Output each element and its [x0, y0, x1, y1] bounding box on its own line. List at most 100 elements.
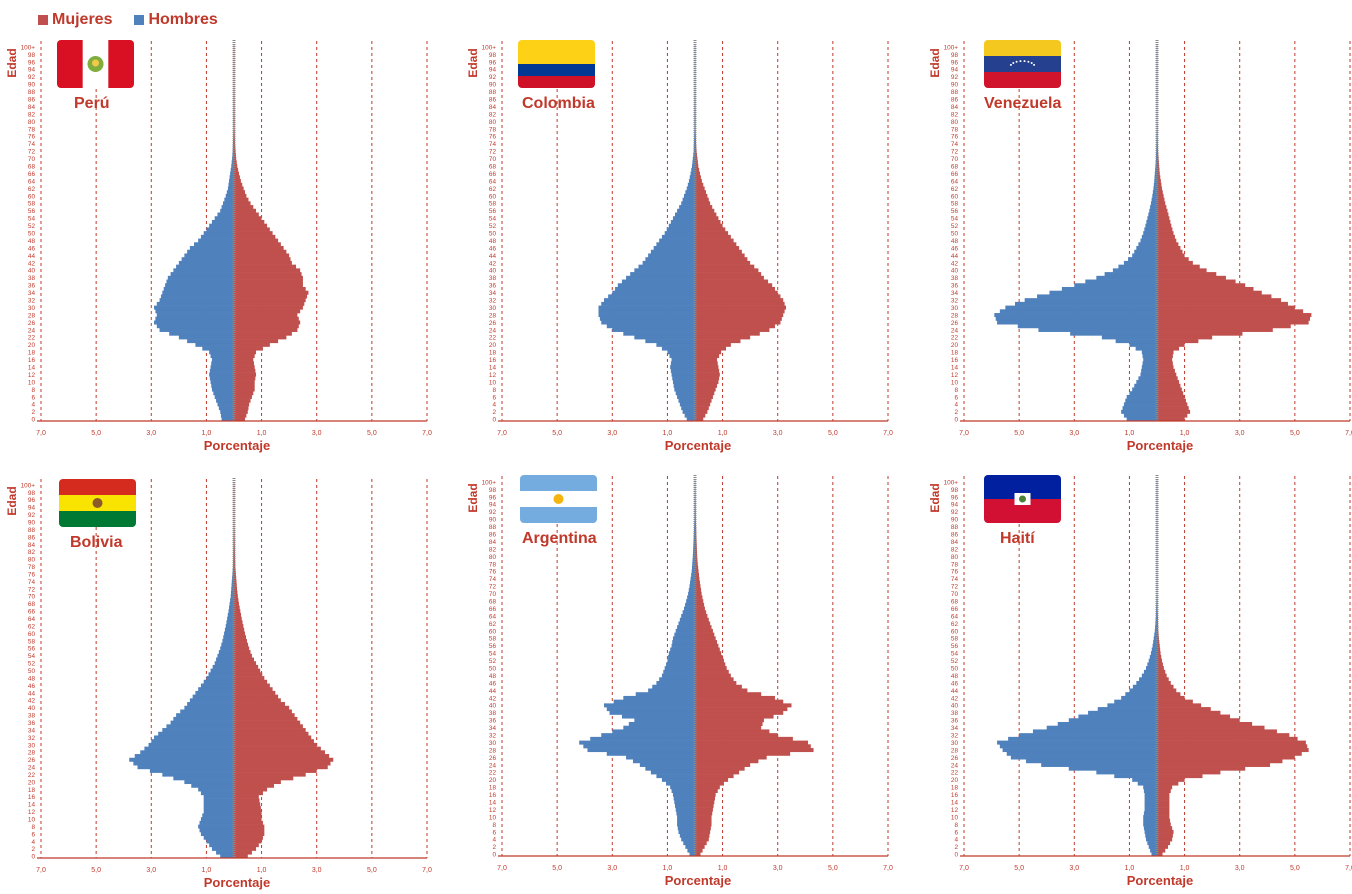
y-tick-label: 64: [951, 613, 959, 620]
bar-mujeres: [234, 531, 235, 536]
y-tick-label: 34: [489, 725, 497, 732]
bar-mujeres: [1157, 227, 1173, 232]
bar-hombres: [691, 167, 695, 172]
bar-hombres: [673, 383, 695, 388]
bar-mujeres: [695, 145, 697, 150]
bar-hombres: [232, 145, 234, 150]
bar-mujeres: [1157, 658, 1162, 663]
bar-hombres: [1046, 725, 1157, 730]
bar-mujeres: [1157, 205, 1167, 210]
bar-mujeres: [695, 677, 734, 682]
bar-mujeres: [1157, 759, 1283, 764]
bar-hombres: [155, 309, 234, 314]
y-tick-label: 30: [489, 305, 497, 312]
bar-mujeres: [1157, 606, 1158, 611]
bar-mujeres: [234, 368, 256, 373]
bar-mujeres: [234, 346, 263, 351]
y-tick-label: 40: [489, 703, 497, 710]
y-tick-label: 14: [489, 365, 497, 372]
bar-mujeres: [234, 705, 290, 710]
bar-hombres: [650, 249, 695, 254]
bar-mujeres: [695, 628, 713, 633]
bar-mujeres: [695, 636, 716, 641]
bar-hombres: [210, 365, 234, 370]
bar-mujeres: [1157, 751, 1302, 756]
bar-mujeres: [695, 283, 773, 288]
bar-hombres: [217, 212, 234, 217]
bar-hombres: [668, 651, 695, 656]
bar-mujeres: [234, 835, 263, 840]
bar-mujeres: [695, 320, 781, 325]
y-tick-label: 60: [489, 193, 497, 200]
bar-hombres: [233, 549, 234, 554]
bar-mujeres: [1157, 826, 1173, 831]
y-tick-label: 6: [492, 394, 496, 401]
bar-hombres: [677, 208, 695, 213]
bar-hombres: [1147, 841, 1157, 846]
bar-mujeres: [695, 279, 769, 284]
bar-mujeres: [695, 353, 720, 359]
y-tick-label: 18: [951, 785, 959, 792]
bar-hombres: [661, 234, 695, 239]
bar-mujeres: [695, 759, 759, 764]
bar-mujeres: [1157, 383, 1181, 388]
bar-hombres: [692, 554, 695, 559]
bar-mujeres: [234, 783, 274, 788]
y-tick-label: 66: [951, 606, 959, 613]
legend-label-mujeres: Mujeres: [52, 11, 113, 28]
bar-mujeres: [695, 275, 764, 280]
bar-mujeres: [234, 216, 262, 221]
y-tick-label: 28: [951, 312, 959, 319]
y-tick-label: 92: [28, 512, 36, 519]
bar-mujeres: [695, 721, 763, 727]
bar-hombres: [1134, 249, 1157, 254]
bar-hombres: [692, 550, 695, 555]
bar-hombres: [209, 368, 234, 373]
y-tick-label: 62: [28, 186, 36, 193]
y-tick-label: 52: [489, 658, 497, 665]
y-tick-label: 74: [28, 141, 36, 148]
y-tick-label: 12: [489, 372, 497, 379]
bar-hombres: [686, 599, 695, 604]
bar-mujeres: [234, 620, 243, 625]
bar-hombres: [604, 703, 695, 708]
bar-hombres: [1153, 186, 1157, 191]
bar-hombres: [1153, 636, 1157, 641]
bar-hombres: [666, 227, 695, 232]
y-tick-label: 54: [951, 216, 959, 223]
y-tick-label: 28: [489, 747, 497, 754]
y-tick-label: 18: [489, 350, 497, 357]
bar-hombres: [211, 846, 234, 851]
y-tick-label: 68: [951, 163, 959, 170]
bar-hombres: [1156, 610, 1157, 615]
bar-mujeres: [695, 703, 792, 708]
bar-hombres: [642, 260, 695, 265]
y-tick-label: 56: [489, 208, 497, 215]
bar-mujeres: [234, 249, 287, 254]
bar-hombres: [184, 253, 234, 258]
y-tick-label: 48: [28, 675, 36, 682]
bar-mujeres: [695, 413, 706, 418]
bar-mujeres: [234, 583, 237, 588]
y-tick-label: 2: [954, 409, 958, 416]
bar-hombres: [210, 380, 234, 385]
bar-mujeres: [234, 294, 308, 299]
bar-hombres: [1155, 167, 1157, 172]
bar-mujeres: [1157, 721, 1253, 727]
y-tick-label: 70: [489, 156, 497, 163]
y-tick-label: 82: [489, 546, 497, 553]
y-tick-label: 54: [489, 216, 497, 223]
y-tick-label: 18: [489, 785, 497, 792]
bar-mujeres: [234, 286, 306, 292]
haiti-flag: [984, 475, 1061, 523]
bar-hombres: [645, 339, 695, 344]
bar-mujeres: [234, 668, 261, 673]
y-tick-label: 86: [951, 531, 959, 538]
bar-mujeres: [695, 223, 723, 228]
bar-hombres: [212, 664, 234, 669]
bar-hombres: [221, 417, 234, 422]
y-tick-label: 88: [951, 89, 959, 96]
y-tick-label: 94: [28, 505, 36, 512]
bar-hombres: [579, 740, 695, 745]
